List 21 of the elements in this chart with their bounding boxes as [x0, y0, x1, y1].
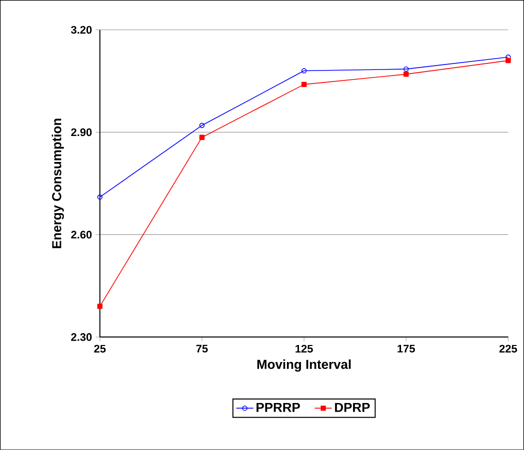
x-tick-label: 75 — [196, 344, 208, 353]
y-tick-label: 3.20 — [71, 26, 92, 34]
point — [301, 68, 307, 74]
point — [404, 72, 409, 77]
y-tick-label: 2.60 — [71, 230, 92, 239]
y-tick-label: 2.90 — [71, 128, 92, 136]
x-axis-title: Moving Interval — [257, 359, 351, 372]
x-tick-label: 25 — [94, 344, 106, 353]
point — [97, 304, 102, 309]
point — [301, 82, 307, 88]
point — [404, 66, 409, 72]
legend-label: DPRP — [335, 403, 370, 412]
x-tick-label: 125 — [296, 344, 313, 353]
legend-label: PPRRP — [256, 403, 300, 412]
point — [199, 134, 205, 140]
x-tick-label: 175 — [398, 344, 415, 353]
point — [199, 122, 205, 128]
y-tick-label: 2.30 — [71, 333, 92, 341]
y-axis-title: Energy Consumption — [52, 118, 64, 248]
x-tick-label: 225 — [499, 344, 518, 353]
point — [506, 58, 511, 64]
